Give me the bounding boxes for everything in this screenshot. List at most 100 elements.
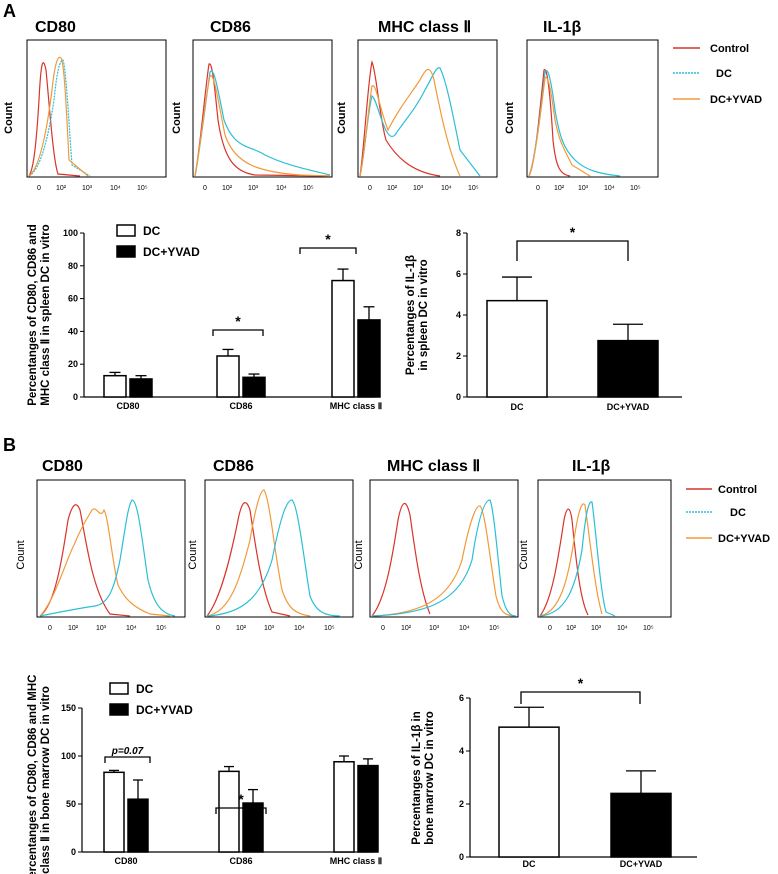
bar-dc-yvad xyxy=(127,798,149,853)
hist-b2-dc xyxy=(206,499,341,617)
tick: 10⁵ xyxy=(137,185,148,192)
flow-b-title-cd86: CD86 xyxy=(213,458,254,475)
x-tick-label: MHC class Ⅱ xyxy=(330,401,382,411)
significance-label: * xyxy=(238,791,244,807)
tick: 10³ xyxy=(264,625,275,632)
hist-b1-yvad xyxy=(39,508,171,617)
flow-a-box-1 xyxy=(26,39,167,178)
panel-a-label: A xyxy=(3,1,16,21)
tick: 10² xyxy=(56,185,67,192)
x-tick-label: CD86 xyxy=(229,401,252,411)
tick: 10² xyxy=(554,185,565,192)
flow-b-title-cd80: CD80 xyxy=(42,458,83,475)
y-tick-label: 50 xyxy=(66,799,76,809)
flow-a-ticks: 0 10² 10³ 10⁴ 10⁵ 0 10² 10³ 10⁴ 10⁵ 0 10² 10³ 10⁴ 10… xyxy=(37,185,641,192)
flow-b-legend: Control DC DC+YVAD xyxy=(686,484,770,545)
hist-b3-yvad xyxy=(371,505,516,617)
bar-dc-yvad xyxy=(129,378,153,398)
flow-a-title-mhc: MHC class Ⅱ xyxy=(378,19,471,36)
tick: 10⁴ xyxy=(604,185,615,192)
panel-b-label: B xyxy=(3,435,16,455)
significance-bracket xyxy=(516,240,629,261)
bar-dc-yvad xyxy=(242,376,266,398)
tick: 10³ xyxy=(591,625,602,632)
bar-chart-bm-il1b: 0 2 4 6 Percentanges of IL-1β in bone marrow … xyxy=(411,675,697,869)
significance-bracket xyxy=(215,807,267,814)
flow-a-count-2: Count xyxy=(171,102,183,134)
bar-dc xyxy=(216,355,240,398)
y-axis-label: Percentanges of IL-1β xyxy=(405,255,417,375)
x-tick-label: CD86 xyxy=(229,856,252,866)
tick: 10² xyxy=(222,185,233,192)
hist-b3-dc xyxy=(371,499,517,617)
tick: 10² xyxy=(236,625,247,632)
flow-b-title-il1b: IL-1β xyxy=(572,458,610,475)
flow-b-histograms xyxy=(39,489,616,617)
tick: 0 xyxy=(368,185,372,192)
x-tick-label: DC+YVAD xyxy=(607,402,650,412)
hist-a2-yvad xyxy=(194,75,331,177)
legend-dc-label: DC xyxy=(730,507,746,519)
hist-a3-control xyxy=(359,60,441,177)
y-tick-label: 0 xyxy=(459,852,464,862)
bar-dc xyxy=(333,761,355,853)
tick: 10⁴ xyxy=(110,185,121,192)
hist-b1-dc xyxy=(39,499,176,617)
tick: 10⁴ xyxy=(294,625,305,632)
tick: 10³ xyxy=(82,185,93,192)
flow-a-box-2 xyxy=(192,39,333,178)
hist-a3-yvad xyxy=(359,68,461,177)
hist-b3-control xyxy=(371,503,431,617)
hist-b2-yvad xyxy=(206,489,311,617)
tick: 10² xyxy=(401,625,412,632)
significance-bracket xyxy=(104,756,151,763)
legend-label: DC+YVAD xyxy=(136,703,193,717)
tick: 10⁵ xyxy=(489,625,500,632)
y-tick-label: 100 xyxy=(61,751,76,761)
bar-dc-yvad xyxy=(597,339,659,398)
flow-a-title-il1b: IL-1β xyxy=(543,19,581,36)
tick: 10³ xyxy=(96,625,107,632)
y-axis-label: Percentanges of IL-1β in xyxy=(411,711,423,845)
flow-b-box-4 xyxy=(537,479,672,618)
hist-a3-dc xyxy=(359,67,481,177)
flow-b-count-3: Count xyxy=(353,540,365,569)
tick: 10² xyxy=(566,625,577,632)
flow-a-histograms xyxy=(28,56,621,177)
significance-label: * xyxy=(235,313,241,329)
bar-dc xyxy=(218,770,240,853)
tick: 10⁵ xyxy=(303,185,314,192)
y-tick-label: 100 xyxy=(63,228,78,238)
tick: 10³ xyxy=(413,185,424,192)
tick: 0 xyxy=(536,185,540,192)
bar-dc xyxy=(331,279,355,398)
bar-dc xyxy=(103,374,127,398)
hist-b2-control xyxy=(206,502,291,617)
tick: 0 xyxy=(548,625,552,632)
tick: 10⁵ xyxy=(156,625,167,632)
legend-swatch xyxy=(116,245,136,258)
hist-b1-control xyxy=(39,504,131,617)
tick: 0 xyxy=(37,185,41,192)
legend-swatch xyxy=(116,224,136,237)
y-tick-label: 4 xyxy=(459,746,464,756)
significance-label: * xyxy=(570,224,576,240)
tick: 0 xyxy=(381,625,385,632)
y-tick-label: 6 xyxy=(459,693,464,703)
tick: 10⁴ xyxy=(441,185,452,192)
y-tick-label: 2 xyxy=(459,799,464,809)
flow-a-count-3: Count xyxy=(336,102,348,134)
flow-b-count-2: Count xyxy=(187,540,199,569)
flow-b-title-mhc: MHC class Ⅱ xyxy=(387,458,480,475)
hist-a1-yvad xyxy=(28,56,89,177)
flow-b-box-1 xyxy=(36,479,186,618)
legend-control-label: Control xyxy=(710,43,749,55)
significance-label: * xyxy=(325,231,331,247)
y-tick-label: 0 xyxy=(73,392,78,402)
tick: 10⁵ xyxy=(468,185,479,192)
bar-dc-yvad xyxy=(357,764,379,853)
bar-chart-bm-markers: 0 50 100 150 Percentanges of CD80, CD86 and … xyxy=(27,675,382,874)
x-tick-label: DC xyxy=(511,402,524,412)
legend-label: DC+YVAD xyxy=(143,245,200,259)
